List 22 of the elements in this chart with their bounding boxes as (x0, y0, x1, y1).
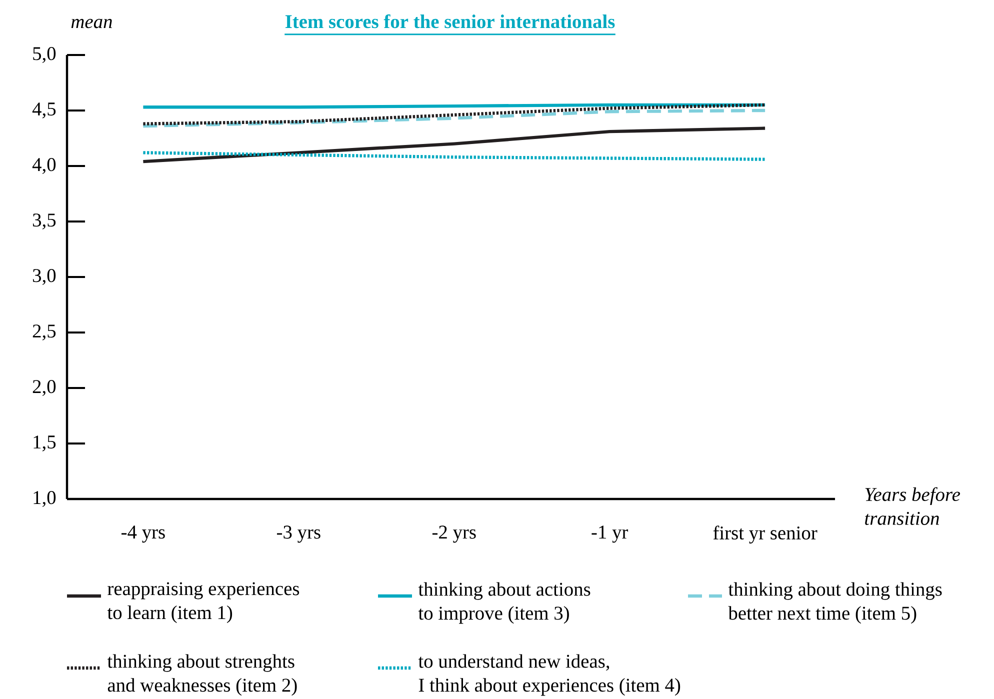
legend-label: thinking about strenghts and weaknesses (item 2) (107, 654, 297, 696)
y-tick-label: 3,0 (32, 269, 56, 285)
y-tick-label: 4,0 (32, 158, 56, 174)
y-tick-label: 1,0 (34, 491, 56, 507)
y-axis-title: mean (71, 18, 112, 28)
legend-label: reappraising experiences to learn (item 1) (107, 582, 300, 624)
legend-label: thinking about actions to improve (item 3) (418, 582, 590, 624)
y-tick-label: 2,5 (32, 324, 56, 340)
x-axis-title: Years before transition (865, 487, 960, 525)
x-tick-label: first yr senior (713, 526, 818, 544)
y-tick-label: 2,0 (32, 380, 56, 396)
x-tick-label: -3 yrs (276, 526, 320, 543)
legend-label: thinking about doing things better next time (item 5) (728, 582, 942, 624)
y-tick-label: 3,5 (32, 214, 56, 230)
chart-title: Item scores for the senior internationals (285, 14, 615, 28)
y-tick-label: 1,5 (34, 436, 56, 452)
x-tick-label: -1 yr (592, 526, 628, 543)
y-tick-label: 5,0 (33, 47, 56, 63)
x-tick-label: -2 yrs (432, 526, 476, 543)
x-tick-label: -4 yrs (122, 526, 165, 543)
legend-label: to understand new ideas, I think about experiences (item 4) (418, 654, 680, 696)
y-tick-label: 4,5 (32, 102, 56, 118)
